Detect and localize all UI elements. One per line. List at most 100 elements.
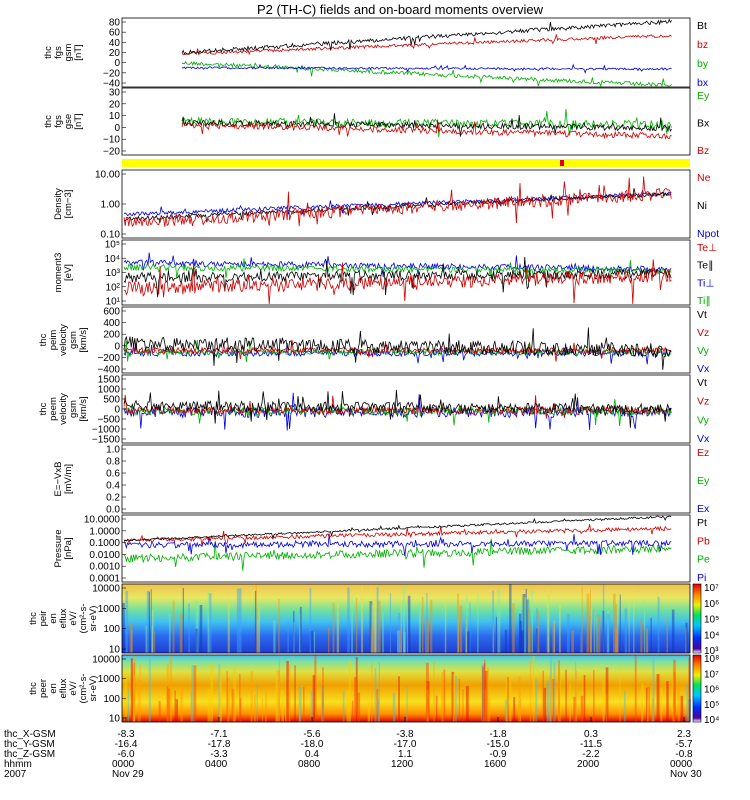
y-tick-label: 1.00 xyxy=(101,200,121,211)
x-tick-label: -11.5 xyxy=(580,739,602,750)
spectrogram-streak xyxy=(231,688,235,722)
spectrogram-streak xyxy=(275,669,278,722)
series-te-line xyxy=(123,252,672,279)
y-tick-label: −20 xyxy=(103,147,120,158)
spectrogram-streak xyxy=(576,670,578,722)
spectrogram-streak xyxy=(361,585,363,653)
spectrogram-streak xyxy=(310,631,313,653)
spectrogram-streak xyxy=(382,611,384,653)
spectrogram-streak xyxy=(236,588,240,653)
y-tick-label: 10 xyxy=(109,111,121,122)
spectrogram-streak xyxy=(566,614,570,653)
spectrogram-streak xyxy=(518,613,522,653)
legend-entry-vz: Vz xyxy=(697,327,709,339)
spectrogram-streak xyxy=(150,589,152,653)
spectrogram-streak xyxy=(688,657,690,722)
legend-entry-pi: Pi xyxy=(697,572,706,584)
spectrogram-streak xyxy=(367,700,370,722)
series-npot-line xyxy=(123,176,672,228)
spectrogram-streak xyxy=(590,589,591,653)
series-pt-line xyxy=(123,538,672,571)
y-axis-label: (cm²-s- xyxy=(78,603,89,633)
spectrogram-streak xyxy=(633,587,635,653)
x-axis-row-label: hhmm xyxy=(4,759,32,770)
y-tick-label: −1000 xyxy=(92,425,121,436)
y-axis-label: peir xyxy=(38,611,49,627)
spectrogram-streak xyxy=(536,608,538,653)
spectrogram-streak xyxy=(378,662,380,722)
spectrogram-streak xyxy=(348,660,351,722)
spectrogram-streak xyxy=(602,584,605,653)
x-axis-row-label: thc_Z-GSM xyxy=(4,749,55,760)
y-axis-label: [nPa] xyxy=(63,537,74,559)
spectrogram-streak xyxy=(507,676,509,722)
spectrogram-streak xyxy=(558,605,561,653)
legend-entry-ne: Ne xyxy=(697,172,711,184)
spectrogram-streak xyxy=(168,613,171,653)
y-axis-label: eV/ xyxy=(68,611,79,626)
spectrogram-streak xyxy=(322,667,324,722)
y-tick-label: 0.0010 xyxy=(89,562,120,573)
spectrogram-streak xyxy=(623,690,626,722)
legend-entry-bz: Bz xyxy=(697,145,709,157)
y-tick-label: 30 xyxy=(109,88,121,99)
y-tick-label: 500 xyxy=(103,395,120,406)
spectrogram-streak xyxy=(451,671,455,722)
spectrogram-streak xyxy=(680,695,684,722)
spectrogram-streak xyxy=(233,667,236,722)
spectrogram-streak xyxy=(227,596,230,653)
spectrogram-streak xyxy=(148,591,150,653)
spectrogram-streak xyxy=(521,630,524,653)
spectrogram-streak xyxy=(656,674,660,722)
spectrogram-streak xyxy=(641,683,644,722)
legend-entry-ti: Ti∥ xyxy=(697,295,711,307)
spectrogram-streak xyxy=(210,664,213,722)
colorbar-tick-label: 10⁵ xyxy=(704,700,719,711)
spectrogram-streak xyxy=(426,592,428,653)
x-tick-label: 0000 xyxy=(670,759,693,770)
spectrogram-streak xyxy=(195,600,199,653)
spectrogram-streak xyxy=(513,697,516,722)
spectrogram-streak xyxy=(542,670,544,722)
y-tick-label: 400 xyxy=(103,318,120,329)
x-tick-label: 1600 xyxy=(484,759,507,770)
y-axis-label: thc xyxy=(28,612,39,625)
y-axis-label: E=−VxB xyxy=(53,462,64,497)
spectrogram-streak xyxy=(657,596,660,653)
spectrogram-streak xyxy=(261,698,264,722)
x-axis-labels: thc_X-GSMthc_Y-GSMthc_Z-GSMhhmm2007-8.3-… xyxy=(4,717,702,780)
y-axis-label: peer xyxy=(38,679,49,698)
y-tick-label: 1000 xyxy=(98,674,121,685)
spectrogram-streak xyxy=(574,662,577,722)
spectrogram-streak xyxy=(553,662,556,722)
spectrogram-streak xyxy=(666,616,668,653)
y-axis-label: [km/s] xyxy=(78,396,89,421)
spectrogram-streak xyxy=(518,676,521,722)
series-ne-line xyxy=(123,189,672,217)
spectrogram-streak xyxy=(227,677,230,722)
spectrogram-streak xyxy=(332,602,335,653)
y-axis-label: moment3 xyxy=(53,253,64,293)
spectrogram-streak xyxy=(278,655,280,722)
spectrogram-streak xyxy=(552,679,555,722)
spectrogram-streak xyxy=(671,609,675,653)
y-tick-label: 0.0100 xyxy=(89,550,120,561)
spectrogram-streak xyxy=(594,611,596,653)
y-tick-label: 0 xyxy=(114,341,120,352)
spectrogram-streak xyxy=(558,660,560,722)
spectrogram-streak xyxy=(482,666,484,722)
spectrogram-streak xyxy=(370,586,372,653)
spectrogram-streak xyxy=(314,655,317,722)
legend-entry-bx: Bx xyxy=(697,118,710,130)
spectrogram-streak xyxy=(522,594,526,653)
spectrogram-streak xyxy=(624,608,627,653)
legend-entry-pe: Pe xyxy=(697,554,710,566)
spectrogram-streak xyxy=(593,609,595,653)
spectrogram-streak xyxy=(374,599,377,653)
series-pi-line xyxy=(123,515,672,542)
x-tick-label: 0.4 xyxy=(305,749,319,760)
panel-4: 10⁵ 10⁴ 10³ 10² 10¹ moment3 [eV] Te⊥ Te∥ Ti⊥ Ti∥ xyxy=(53,240,717,308)
y-axis-label: gsm xyxy=(68,400,79,418)
series-pb-line xyxy=(123,533,672,556)
y-axis-label: thc xyxy=(38,333,49,346)
